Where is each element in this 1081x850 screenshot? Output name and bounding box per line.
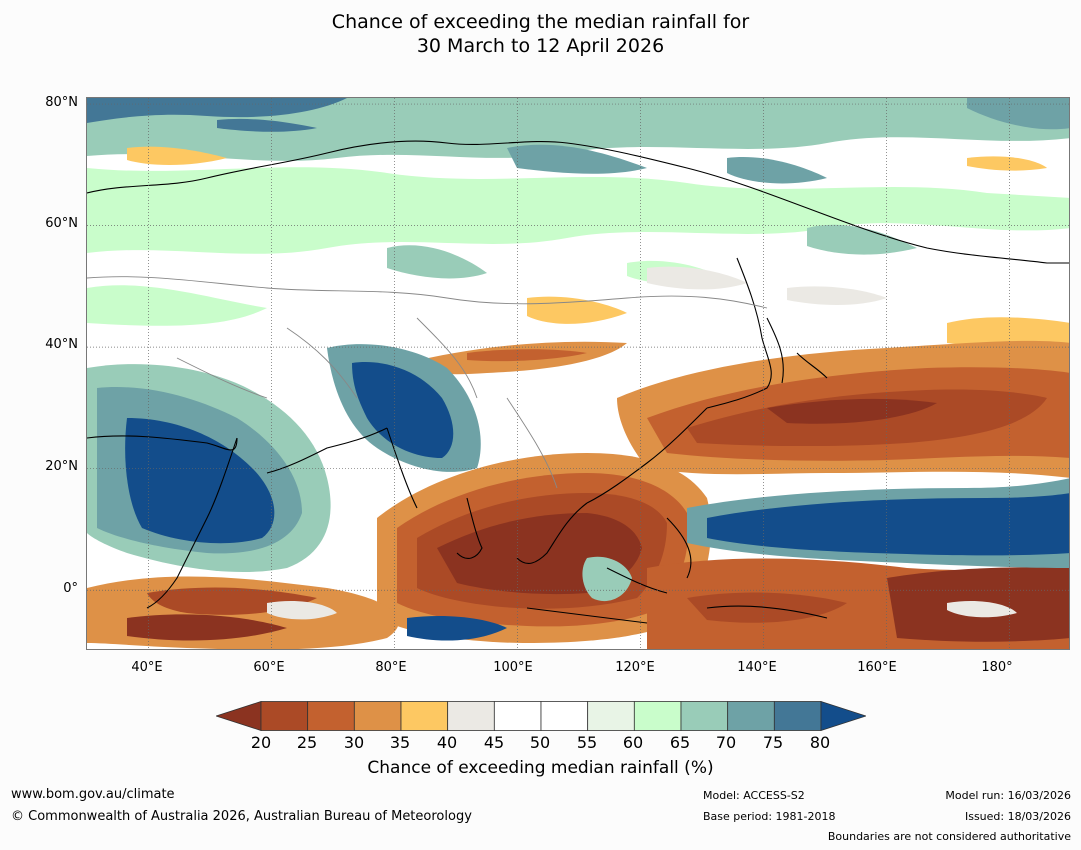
footer-model: Model: ACCESS-S2 xyxy=(703,789,805,802)
equatorial-pacific-dry-region xyxy=(647,558,1069,649)
colorbar-tick-35: 35 xyxy=(389,733,411,752)
lon-label-40e: 40°E xyxy=(131,660,163,675)
footer-base-period: Base period: 1981-2018 xyxy=(703,810,836,823)
colorbar-segment-45-50 xyxy=(493,701,542,731)
lat-label-20n: 20°N xyxy=(45,459,78,474)
lat-label-0: 0° xyxy=(63,581,78,596)
colorbar-segment-40-45 xyxy=(447,701,495,731)
colorbar-segment-20-25 xyxy=(260,701,309,731)
footer-issued: Issued: 18/03/2026 xyxy=(964,810,1071,823)
colorbar-segment-30-35 xyxy=(353,701,402,731)
footer-disclaimer: Boundaries are not considered authoritat… xyxy=(827,830,1071,843)
colorbar-segment-60-65 xyxy=(633,701,682,731)
asia-dry-patches xyxy=(407,296,1069,375)
lon-label-140e: 140°E xyxy=(737,660,777,675)
graticule xyxy=(87,98,1069,649)
lat-label-40n: 40°N xyxy=(45,337,78,352)
lat-label-80n: 80°N xyxy=(45,95,78,110)
lon-label-160e: 160°E xyxy=(857,660,897,675)
lon-label-80e: 80°E xyxy=(375,660,407,675)
equatorial-dry-band xyxy=(87,576,399,649)
colorbar-tick-75: 75 xyxy=(762,733,784,752)
colorbar-tick-55: 55 xyxy=(576,733,598,752)
title-line-2: 30 March to 12 April 2026 xyxy=(416,35,665,57)
colorbar-segment-35-40 xyxy=(400,701,449,731)
coastlines xyxy=(87,140,1069,624)
colorbar-tick-60: 60 xyxy=(622,733,644,752)
colorbar-tick-20: 20 xyxy=(250,733,272,752)
colorbar-tick-45: 45 xyxy=(483,733,505,752)
colorbar-tick-25: 25 xyxy=(296,733,318,752)
footer-url[interactable]: www.bom.gov.au/climate xyxy=(11,787,175,802)
map-canvas xyxy=(87,98,1069,649)
colorbar-over-arrow xyxy=(820,701,866,731)
colorbar xyxy=(216,701,866,731)
neutral-patches xyxy=(267,266,1017,620)
colorbar-under-arrow xyxy=(216,701,262,731)
nw-pacific-dry-band xyxy=(617,340,1069,478)
colorbar-segment-55-60 xyxy=(587,701,635,731)
colorbar-segment-50-55 xyxy=(540,701,589,731)
colorbar-segment-75-80 xyxy=(773,701,822,731)
lon-label-100e: 100°E xyxy=(493,660,533,675)
chart-title: Chance of exceeding the median rainfall … xyxy=(0,10,1081,58)
rainfall-probability-map xyxy=(86,97,1070,650)
footer-model-run: Model run: 16/03/2026 xyxy=(945,789,1071,802)
colorbar-segment-65-70 xyxy=(680,701,729,731)
wet-regions xyxy=(87,344,1069,641)
colorbar-segment-25-30 xyxy=(307,701,355,731)
colorbar-tick-50: 50 xyxy=(529,733,551,752)
colorbar-tick-30: 30 xyxy=(343,733,365,752)
country-borders xyxy=(87,276,768,489)
colorbar-tick-70: 70 xyxy=(715,733,737,752)
lon-label-60e: 60°E xyxy=(253,660,285,675)
lon-label-120e: 120°E xyxy=(615,660,655,675)
colorbar-label: Chance of exceeding median rainfall (%) xyxy=(367,758,714,778)
colorbar-tick-40: 40 xyxy=(436,733,458,752)
title-line-1: Chance of exceeding the median rainfall … xyxy=(331,11,750,33)
colorbar-tick-80: 80 xyxy=(809,733,831,752)
lat-label-60n: 60°N xyxy=(45,216,78,231)
footer-copyright: © Commonwealth of Australia 2026, Austra… xyxy=(11,809,472,824)
colorbar-tick-65: 65 xyxy=(669,733,691,752)
lon-label-180: 180° xyxy=(981,660,1013,675)
colorbar-segment-70-75 xyxy=(727,701,775,731)
